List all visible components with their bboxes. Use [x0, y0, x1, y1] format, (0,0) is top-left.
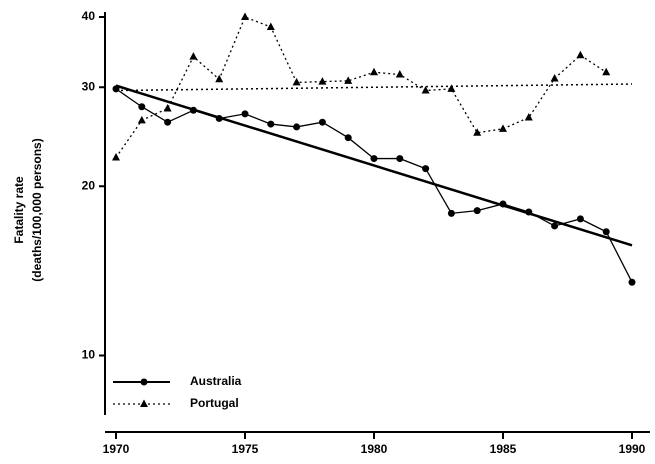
point — [267, 120, 275, 128]
point — [576, 50, 585, 59]
point — [241, 110, 249, 118]
point — [215, 74, 224, 83]
point — [318, 77, 327, 85]
y-axis-label: Fatality rate — [12, 176, 26, 244]
point — [164, 118, 172, 126]
point — [215, 114, 223, 122]
point — [344, 76, 353, 84]
point — [112, 85, 120, 93]
trend-line — [115, 84, 633, 247]
point — [551, 222, 559, 230]
legend-label: Portugal — [190, 396, 239, 410]
point — [189, 52, 198, 60]
point — [370, 155, 378, 163]
point — [525, 208, 533, 216]
point — [602, 67, 611, 76]
x-tick-label: 1975 — [232, 442, 259, 456]
point — [396, 155, 404, 163]
y-tick-label: 10 — [82, 348, 96, 362]
legend-marker — [140, 378, 148, 386]
y-tick-label: 30 — [82, 79, 96, 93]
point — [473, 207, 481, 215]
point — [422, 165, 430, 173]
y-axis-label: (deaths/100,000 persons) — [30, 138, 44, 281]
point — [447, 84, 456, 92]
x-tick-label: 1980 — [361, 442, 388, 456]
point — [266, 22, 275, 30]
point — [473, 128, 482, 136]
point — [318, 118, 326, 126]
point — [628, 278, 636, 286]
x-tick-label: 1985 — [490, 442, 517, 456]
point — [292, 77, 301, 86]
legend-marker — [140, 399, 148, 407]
y-tick-label: 40 — [82, 9, 96, 23]
point — [524, 113, 533, 121]
point — [293, 123, 301, 131]
point — [602, 228, 610, 236]
point — [189, 106, 197, 114]
point — [138, 103, 146, 111]
point — [550, 73, 559, 82]
data-line — [115, 88, 633, 283]
trend-line — [115, 83, 633, 92]
x-tick-label: 1970 — [103, 442, 130, 456]
x-tick-label: 1990 — [619, 442, 646, 456]
point — [421, 86, 430, 94]
point — [499, 124, 507, 132]
point — [447, 209, 455, 217]
point — [370, 67, 378, 76]
point — [137, 115, 146, 124]
point — [576, 215, 584, 223]
y-tick-label: 20 — [82, 178, 96, 192]
point — [241, 12, 249, 20]
point — [163, 103, 172, 112]
point — [344, 134, 352, 142]
point — [499, 200, 507, 208]
point — [395, 70, 404, 78]
point — [112, 152, 120, 161]
legend-label: Australia — [190, 374, 242, 388]
